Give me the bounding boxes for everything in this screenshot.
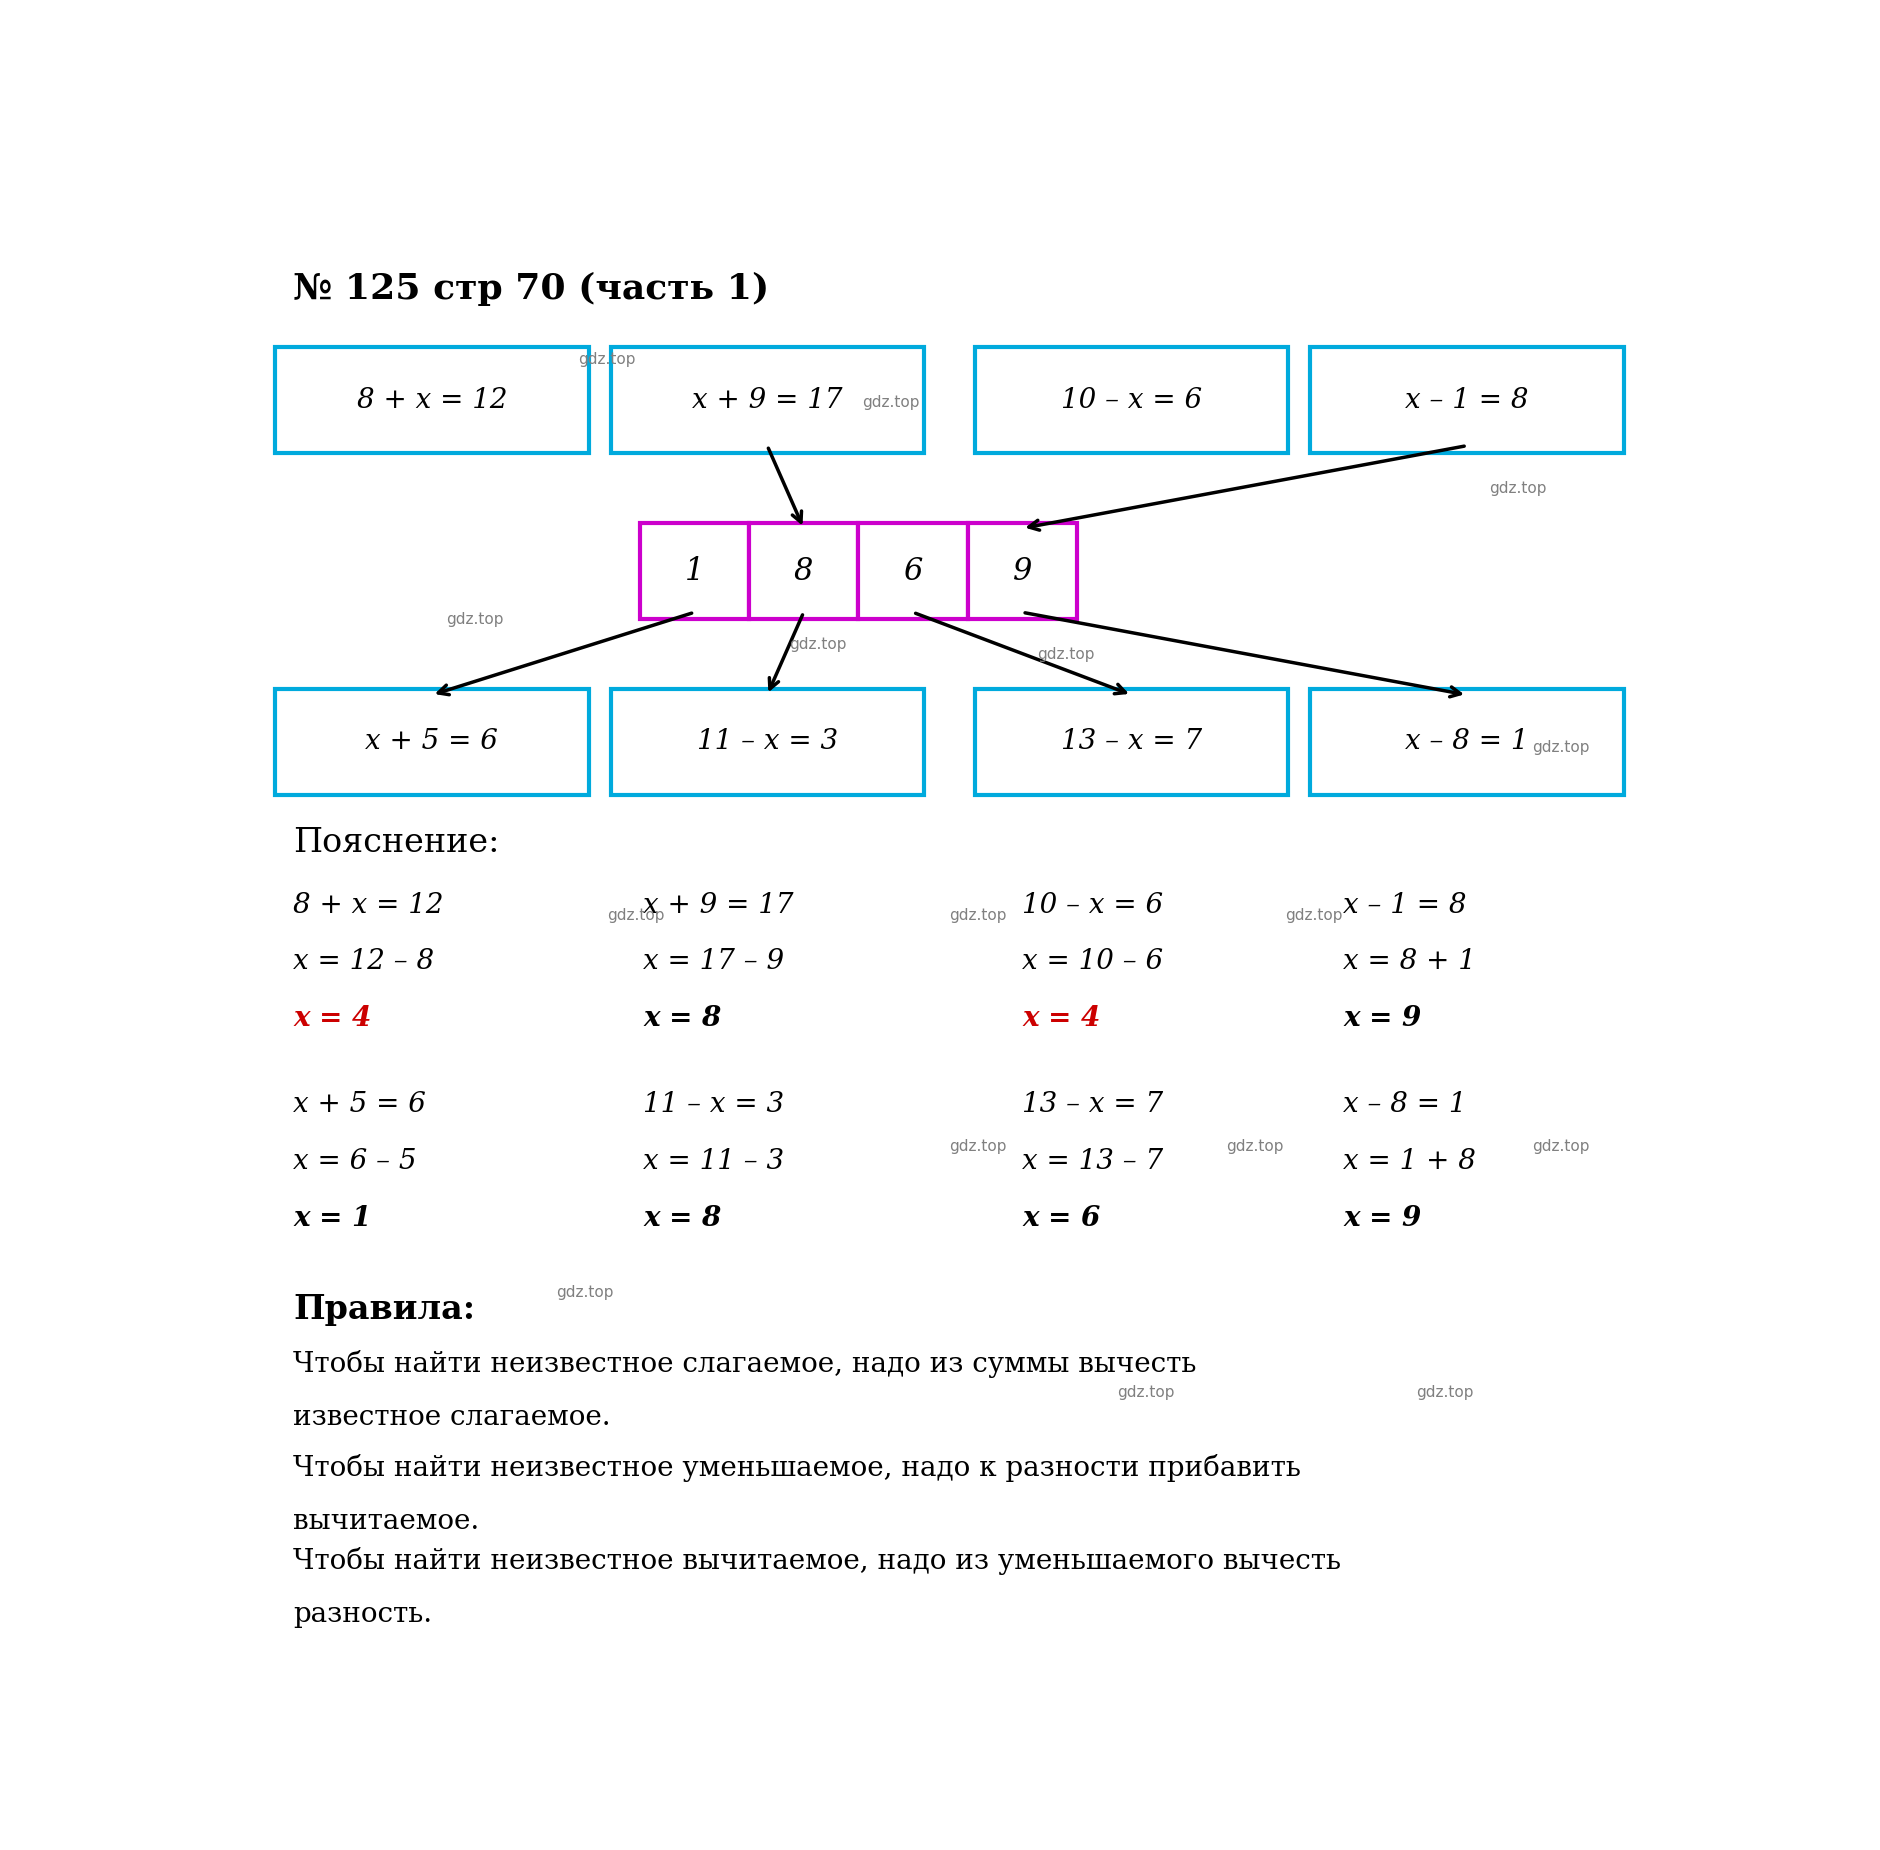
Text: 9: 9 — [1011, 555, 1032, 586]
Text: 8 + x = 12: 8 + x = 12 — [293, 892, 444, 918]
Text: gdz.top: gdz.top — [949, 908, 1006, 923]
Text: x = 8: x = 8 — [643, 1006, 722, 1032]
Text: gdz.top: gdz.top — [1416, 1386, 1472, 1400]
Text: x = 9: x = 9 — [1342, 1006, 1421, 1032]
Text: x = 12 – 8: x = 12 – 8 — [293, 949, 434, 975]
Text: 6: 6 — [902, 555, 923, 586]
Text: x – 1 = 8: x – 1 = 8 — [1342, 892, 1466, 918]
Text: 8: 8 — [793, 555, 812, 586]
FancyBboxPatch shape — [966, 522, 1077, 620]
Text: известное слагаемое.: известное слагаемое. — [293, 1404, 611, 1432]
Text: x – 1 = 8: x – 1 = 8 — [1404, 387, 1528, 414]
Text: gdz.top: gdz.top — [1532, 740, 1589, 755]
Text: x = 4: x = 4 — [293, 1006, 372, 1032]
Text: gdz.top: gdz.top — [861, 396, 919, 411]
Text: x = 4: x = 4 — [1023, 1006, 1100, 1032]
Text: 10 – x = 6: 10 – x = 6 — [1023, 892, 1164, 918]
Text: gdz.top: gdz.top — [607, 908, 664, 923]
Text: x – 8 = 1: x – 8 = 1 — [1404, 729, 1528, 755]
FancyBboxPatch shape — [611, 346, 923, 453]
Text: x = 17 – 9: x = 17 – 9 — [643, 949, 784, 975]
Text: gdz.top: gdz.top — [556, 1286, 613, 1301]
Text: gdz.top: gdz.top — [949, 1140, 1006, 1154]
Text: 13 – x = 7: 13 – x = 7 — [1023, 1092, 1164, 1117]
Text: Чтобы найти неизвестное слагаемое, надо из суммы вычесть: Чтобы найти неизвестное слагаемое, надо … — [293, 1350, 1196, 1378]
Text: Чтобы найти неизвестное уменьшаемое, надо к разности прибавить: Чтобы найти неизвестное уменьшаемое, над… — [293, 1454, 1301, 1482]
Text: gdz.top: gdz.top — [446, 612, 504, 627]
FancyBboxPatch shape — [639, 522, 748, 620]
Text: x = 11 – 3: x = 11 – 3 — [643, 1147, 784, 1175]
Text: gdz.top: gdz.top — [577, 353, 635, 368]
Text: вычитаемое.: вычитаемое. — [293, 1508, 479, 1536]
Text: Чтобы найти неизвестное вычитаемое, надо из уменьшаемого вычесть: Чтобы найти неизвестное вычитаемое, надо… — [293, 1547, 1340, 1574]
Text: № 125 стр 70 (часть 1): № 125 стр 70 (часть 1) — [293, 272, 769, 305]
Text: x = 6: x = 6 — [1023, 1204, 1100, 1232]
Text: x + 5 = 6: x + 5 = 6 — [365, 729, 498, 755]
Text: x = 1: x = 1 — [293, 1204, 372, 1232]
Text: gdz.top: gdz.top — [1489, 481, 1545, 496]
FancyBboxPatch shape — [974, 688, 1288, 796]
Text: 1: 1 — [684, 555, 703, 586]
Text: 8 + x = 12: 8 + x = 12 — [357, 387, 508, 414]
Text: gdz.top: gdz.top — [1284, 908, 1342, 923]
Text: Правила:: Правила: — [293, 1293, 476, 1326]
Text: x = 8: x = 8 — [643, 1204, 722, 1232]
Text: gdz.top: gdz.top — [1117, 1386, 1173, 1400]
FancyBboxPatch shape — [1310, 346, 1622, 453]
Text: x = 8 + 1: x = 8 + 1 — [1342, 949, 1476, 975]
Text: x + 9 = 17: x + 9 = 17 — [643, 892, 793, 918]
FancyBboxPatch shape — [274, 346, 588, 453]
Text: x + 5 = 6: x + 5 = 6 — [293, 1092, 427, 1117]
Text: x – 8 = 1: x – 8 = 1 — [1342, 1092, 1466, 1117]
Text: x = 6 – 5: x = 6 – 5 — [293, 1147, 417, 1175]
Text: разность.: разность. — [293, 1600, 432, 1628]
FancyBboxPatch shape — [274, 688, 588, 796]
Text: 11 – x = 3: 11 – x = 3 — [696, 729, 837, 755]
Text: gdz.top: gdz.top — [1036, 648, 1094, 662]
Text: 11 – x = 3: 11 – x = 3 — [643, 1092, 784, 1117]
FancyBboxPatch shape — [974, 346, 1288, 453]
Text: 10 – x = 6: 10 – x = 6 — [1060, 387, 1201, 414]
Text: 13 – x = 7: 13 – x = 7 — [1060, 729, 1201, 755]
Text: x = 1 + 8: x = 1 + 8 — [1342, 1147, 1476, 1175]
FancyBboxPatch shape — [857, 522, 966, 620]
Text: gdz.top: gdz.top — [1532, 1140, 1589, 1154]
Text: x = 10 – 6: x = 10 – 6 — [1023, 949, 1164, 975]
Text: gdz.top: gdz.top — [1226, 1140, 1284, 1154]
Text: x = 13 – 7: x = 13 – 7 — [1023, 1147, 1164, 1175]
FancyBboxPatch shape — [1310, 688, 1622, 796]
FancyBboxPatch shape — [748, 522, 857, 620]
Text: Пояснение:: Пояснение: — [293, 827, 500, 860]
Text: gdz.top: gdz.top — [790, 638, 846, 653]
Text: x + 9 = 17: x + 9 = 17 — [692, 387, 842, 414]
FancyBboxPatch shape — [611, 688, 923, 796]
Text: x = 9: x = 9 — [1342, 1204, 1421, 1232]
